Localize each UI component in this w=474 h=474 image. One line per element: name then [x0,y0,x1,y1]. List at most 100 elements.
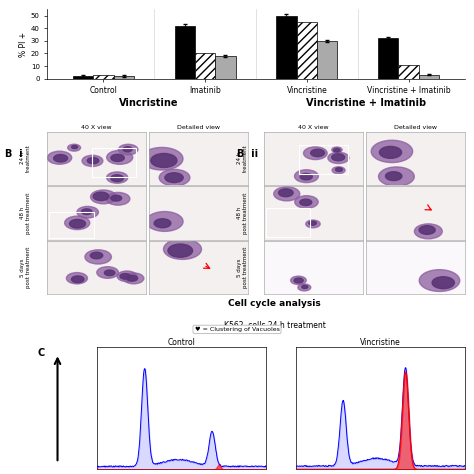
Circle shape [111,195,122,201]
Bar [297,22,317,79]
Circle shape [332,167,345,174]
Text: 48 h
post treatment: 48 h post treatment [20,192,31,234]
Circle shape [298,284,311,291]
Circle shape [104,270,115,276]
Circle shape [273,187,300,201]
Circle shape [141,147,183,170]
Text: 24 h
treatment: 24 h treatment [20,145,31,172]
Circle shape [414,224,442,239]
Text: 24 h
treatment: 24 h treatment [237,145,247,172]
Circle shape [120,273,130,279]
Circle shape [146,211,183,231]
Circle shape [82,155,103,166]
Circle shape [310,149,325,157]
Circle shape [87,157,99,164]
Circle shape [107,150,133,164]
Bar [419,75,439,79]
Circle shape [97,267,118,278]
Circle shape [168,244,192,257]
Text: Vincristine: Vincristine [119,98,179,108]
Circle shape [64,216,90,229]
Circle shape [151,154,177,167]
Text: B  ii: B ii [237,149,258,159]
Circle shape [291,276,306,284]
Circle shape [295,196,318,208]
Circle shape [302,285,308,289]
Bar [114,76,134,79]
Text: Cell cycle analysis: Cell cycle analysis [228,299,321,308]
Bar [299,145,348,174]
Text: ♥ = Clustering of Vacuoles: ♥ = Clustering of Vacuoles [194,327,280,332]
Circle shape [117,271,137,282]
Circle shape [123,146,132,152]
Circle shape [328,152,349,164]
Circle shape [93,192,109,201]
Circle shape [124,273,144,284]
Title: Detailed view: Detailed view [393,125,437,130]
Circle shape [334,148,340,152]
Bar [215,56,236,79]
Circle shape [306,220,320,228]
Circle shape [68,144,81,151]
Circle shape [111,155,124,162]
Circle shape [371,140,413,163]
Bar [276,16,297,79]
Circle shape [165,173,183,182]
Circle shape [379,167,414,186]
Bar [398,65,419,79]
Circle shape [309,221,317,225]
Title: Vincristine: Vincristine [360,337,401,346]
Circle shape [164,239,201,259]
Circle shape [300,173,312,180]
Text: C: C [38,348,45,358]
Circle shape [294,170,319,182]
Circle shape [336,168,343,172]
Text: K562  cells 24 h treatment: K562 cells 24 h treatment [224,321,326,330]
Circle shape [91,190,116,204]
Circle shape [159,169,190,186]
Circle shape [106,192,130,205]
Bar [195,54,215,79]
Circle shape [385,172,402,181]
Circle shape [278,189,293,197]
Text: Vincristine + Imatinib: Vincristine + Imatinib [306,98,426,108]
Y-axis label: % PI +: % PI + [19,31,28,56]
Circle shape [432,277,455,289]
Circle shape [300,199,312,206]
Circle shape [419,270,460,292]
Title: Detailed view: Detailed view [177,125,220,130]
Circle shape [85,250,111,264]
Circle shape [294,278,303,283]
Circle shape [72,276,84,283]
Circle shape [111,175,124,182]
Bar [317,41,337,79]
Text: 5 days
post treatment: 5 days post treatment [20,247,31,288]
Circle shape [47,151,72,164]
Title: 40 X view: 40 X view [298,125,328,130]
Text: 48 h
post treatment: 48 h post treatment [237,192,247,234]
Circle shape [332,147,342,153]
Circle shape [303,147,327,160]
Title: 40 X view: 40 X view [82,125,112,130]
Circle shape [82,209,92,215]
Circle shape [66,273,87,284]
Bar [49,212,94,238]
Circle shape [380,146,401,158]
Circle shape [77,206,99,218]
Text: B  i: B i [5,149,22,159]
Circle shape [91,252,103,259]
Circle shape [127,275,137,281]
Text: 5 days
post treatment: 5 days post treatment [237,247,247,288]
Bar [73,76,93,79]
Circle shape [107,172,128,183]
Bar [174,26,195,79]
Bar [92,147,137,177]
Circle shape [72,146,78,149]
Circle shape [332,154,345,161]
Circle shape [154,219,171,228]
Title: Control: Control [168,337,196,346]
Circle shape [54,155,68,162]
Circle shape [118,144,138,155]
Circle shape [70,219,86,228]
Circle shape [419,226,435,234]
